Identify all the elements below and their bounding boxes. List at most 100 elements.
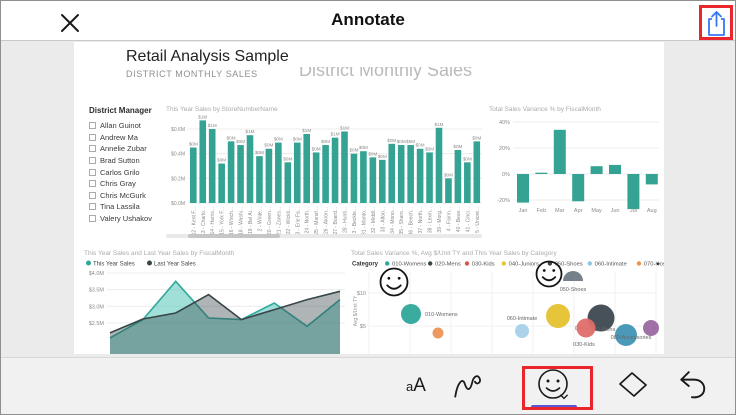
svg-text:12 - Kent F...: 12 - Kent F... xyxy=(191,207,197,235)
svg-text:040-Juniors: 040-Juniors xyxy=(509,262,539,268)
svg-text:$0M: $0M xyxy=(378,154,387,159)
svg-text:$10: $10 xyxy=(357,291,366,297)
slicer-item-label: Allan Guinot xyxy=(100,121,141,131)
svg-text:25 - Mansf...: 25 - Mansf... xyxy=(314,207,320,235)
svg-text:4 - Fairm...: 4 - Fairm... xyxy=(446,207,452,231)
checkbox-icon xyxy=(89,133,96,141)
svg-text:Jul: Jul xyxy=(630,208,637,214)
report-title: Retail Analysis Sample xyxy=(126,48,289,65)
svg-text:$1M: $1M xyxy=(246,129,255,134)
svg-text:24 - North...: 24 - North... xyxy=(305,207,311,233)
svg-text:▸: ▸ xyxy=(657,261,661,268)
page-title: Annotate xyxy=(331,10,405,29)
eraser-tool-button[interactable] xyxy=(613,364,657,408)
slicer-item-label: Andrew Ma xyxy=(100,132,138,142)
svg-text:$0.4M: $0.4M xyxy=(171,152,185,158)
svg-text:This Year Sales: This Year Sales xyxy=(93,262,135,268)
svg-text:35 - Sharo...: 35 - Sharo... xyxy=(399,207,405,235)
slicer-item-label: Chris Gray xyxy=(100,179,136,189)
svg-text:$0M: $0M xyxy=(321,139,330,144)
svg-text:010-Womens: 010-Womens xyxy=(392,262,426,268)
chart-sales-variance-scatter: Total Sales Variance %, Avg $/Unit TY an… xyxy=(351,250,664,354)
svg-text:Last Year Sales: Last Year Sales xyxy=(154,262,196,268)
svg-text:$0M: $0M xyxy=(397,139,406,144)
checkbox-icon xyxy=(89,168,96,176)
svg-text:$0M: $0M xyxy=(359,145,368,150)
svg-text:$0M: $0M xyxy=(444,172,453,177)
svg-text:$1M: $1M xyxy=(331,132,340,137)
svg-text:060-Intimate: 060-Intimate xyxy=(507,316,538,322)
svg-text:37 - North...: 37 - North... xyxy=(418,207,424,233)
sticker-tool-button[interactable] xyxy=(532,364,576,408)
smiley-icon xyxy=(538,369,569,400)
slicer-item: Brad Sutton xyxy=(89,155,164,167)
svg-text:14 - Harris...: 14 - Harris... xyxy=(210,207,216,235)
checkbox-icon xyxy=(89,203,96,211)
chart-this-vs-last-year-sales: This Year Sales and Last Year Sales by F… xyxy=(84,250,345,354)
svg-text:This Year Sales and Last Year: This Year Sales and Last Year Sales by F… xyxy=(84,250,235,257)
svg-text:080-Accessories: 080-Accessories xyxy=(611,335,652,341)
text-tool-button[interactable]: aA xyxy=(394,364,438,408)
eraser-icon xyxy=(619,372,647,397)
undo-tool-button[interactable] xyxy=(676,364,720,408)
svg-text:020-Mens: 020-Mens xyxy=(435,262,461,268)
slicer-item-label: Valery Ushakov xyxy=(100,214,152,224)
slicer-item: Chris Gray xyxy=(89,178,164,190)
annotation-canvas[interactable]: Retail Analysis Sample DISTRICT MONTHLY … xyxy=(1,42,735,357)
svg-text:$4.0M: $4.0M xyxy=(89,271,105,277)
svg-text:$0M: $0M xyxy=(387,138,396,143)
svg-text:27 - Board...: 27 - Board... xyxy=(333,207,339,235)
svg-text:050-Shoes: 050-Shoes xyxy=(560,287,587,293)
svg-text:$0M: $0M xyxy=(227,135,236,140)
svg-text:-20%: -20% xyxy=(497,198,510,204)
svg-text:20%: 20% xyxy=(499,146,510,152)
svg-text:030-Kids: 030-Kids xyxy=(573,342,595,348)
svg-text:Category: Category xyxy=(352,262,379,268)
slicer-item-label: Tina Lassila xyxy=(100,202,140,212)
svg-text:5 - Uniont...: 5 - Uniont... xyxy=(475,207,481,233)
svg-text:40%: 40% xyxy=(499,120,510,126)
slicer-item: Chris McGurk xyxy=(89,190,164,202)
svg-text:$1M: $1M xyxy=(340,125,349,130)
slicer-item: Allan Guinot xyxy=(89,120,164,132)
svg-text:$0M: $0M xyxy=(255,150,264,155)
svg-text:15 - York F...: 15 - York F... xyxy=(220,207,226,235)
svg-text:$0M: $0M xyxy=(293,137,302,142)
sticker-color-indicator xyxy=(531,405,577,409)
share-button[interactable] xyxy=(704,9,730,37)
slicer-item-label: Annelie Zubar xyxy=(100,144,147,154)
svg-text:$0M: $0M xyxy=(425,146,434,151)
svg-text:$0.0M: $0.0M xyxy=(171,201,185,207)
close-icon xyxy=(61,14,79,32)
svg-text:40 - Beav...: 40 - Beav... xyxy=(456,207,462,232)
annotation-toolbar xyxy=(1,357,735,414)
svg-text:Jun: Jun xyxy=(611,208,620,214)
svg-text:This Year Sales by StoreNumber: This Year Sales by StoreNumberName xyxy=(166,106,278,113)
svg-text:2 - Winte...: 2 - Winte... xyxy=(257,207,263,231)
draw-tool-button[interactable] xyxy=(451,364,495,408)
checkbox-icon xyxy=(89,215,96,223)
svg-text:$0M: $0M xyxy=(264,143,273,148)
svg-text:$0M: $0M xyxy=(236,139,245,144)
svg-text:$1M: $1M xyxy=(302,128,311,133)
svg-text:22 - Wickli...: 22 - Wickli... xyxy=(286,207,292,234)
checkbox-icon xyxy=(89,180,96,188)
close-button[interactable] xyxy=(59,11,83,35)
checkbox-icon xyxy=(89,145,96,153)
svg-text:$1M: $1M xyxy=(198,114,207,119)
svg-text:$3.0M: $3.0M xyxy=(89,304,105,310)
report-watermark: District Monthly Sales xyxy=(299,67,473,80)
slicer-list: Allan Guinot Andrew Ma Annelie Zubar Brad S… xyxy=(89,120,164,224)
svg-text:28 - Hunti...: 28 - Hunti... xyxy=(343,207,349,233)
top-bar: Annotate xyxy=(1,1,735,41)
svg-text:26 - Akron...: 26 - Akron... xyxy=(324,207,330,234)
svg-text:$2.5M: $2.5M xyxy=(89,321,105,327)
svg-text:3 - Beckle...: 3 - Beckle... xyxy=(352,207,358,233)
text-tool-icon: aA xyxy=(406,375,426,396)
slicer-item: Valery Ushakov xyxy=(89,213,164,225)
svg-text:$0M: $0M xyxy=(217,158,226,163)
svg-text:39 - Morg...: 39 - Morg... xyxy=(437,207,443,233)
svg-text:20 - Green...: 20 - Green... xyxy=(267,207,273,235)
slicer-item-label: Carlos Grilo xyxy=(100,167,140,177)
